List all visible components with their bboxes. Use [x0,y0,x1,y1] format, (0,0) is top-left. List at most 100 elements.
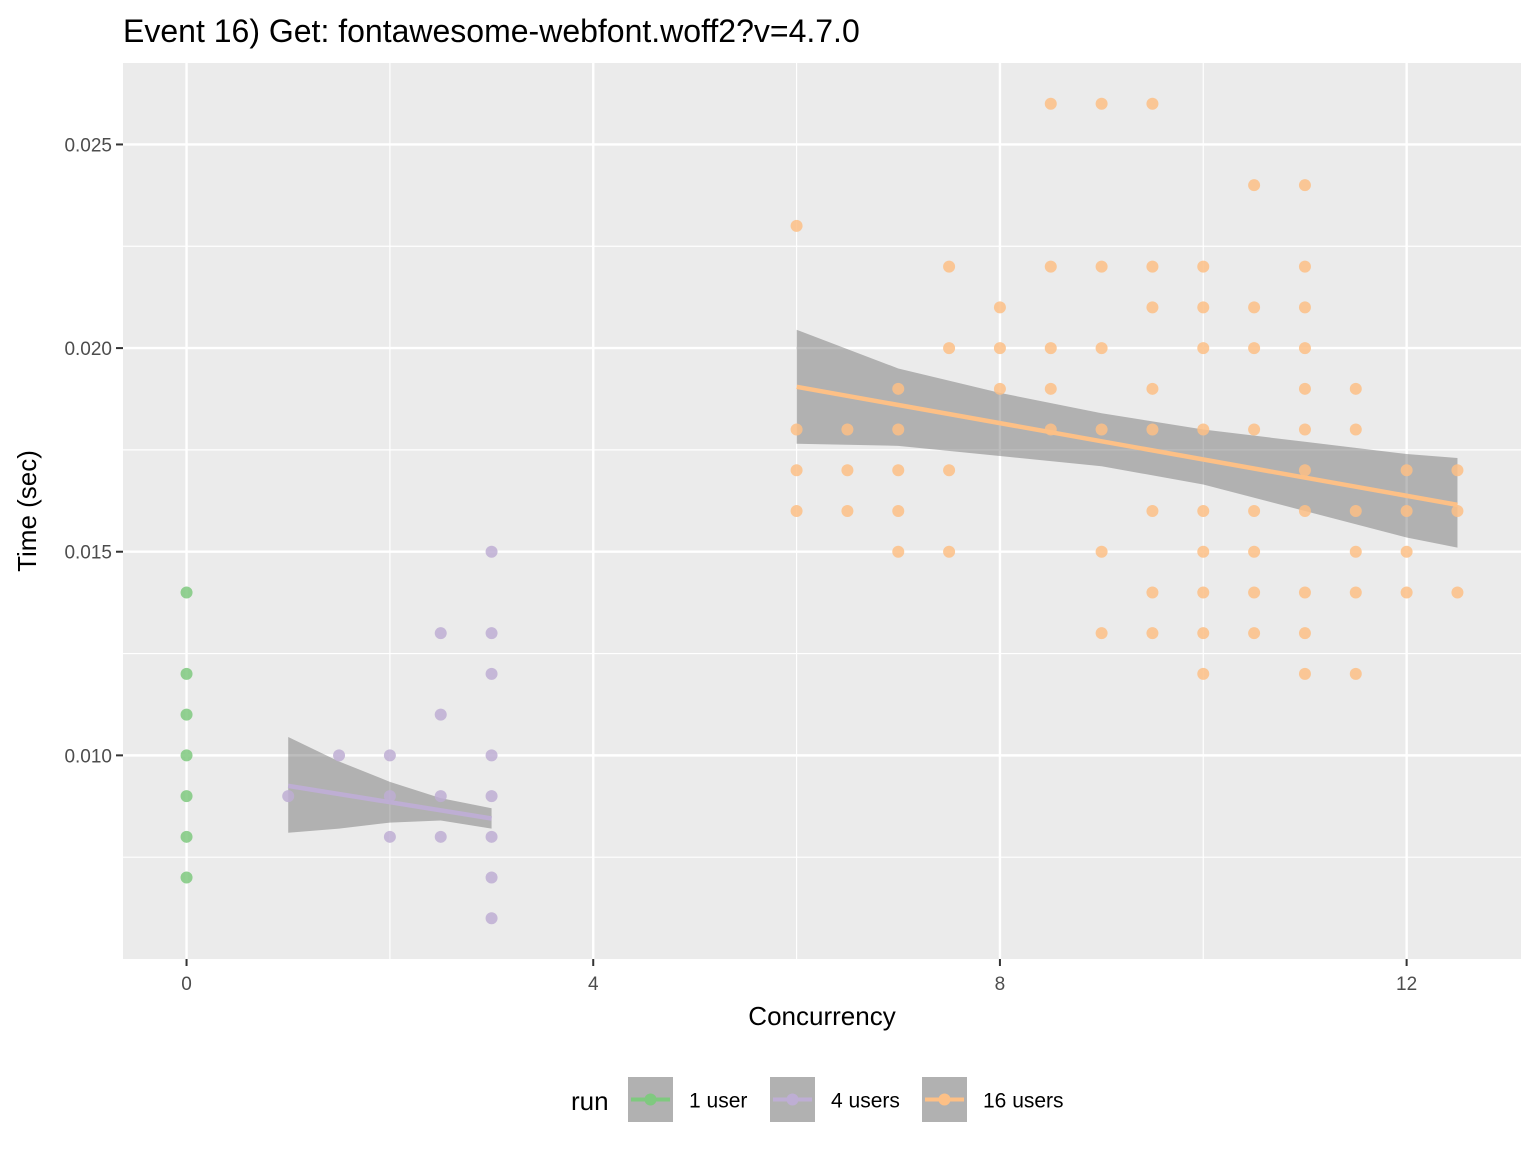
data-point [1095,97,1108,110]
data-point [1146,382,1159,395]
data-point [485,790,498,803]
data-point [485,830,498,843]
legend-label: 4 users [831,1090,900,1113]
data-point [892,545,905,558]
data-point [1298,464,1311,477]
data-point [790,505,803,517]
data-point [1197,586,1210,599]
data-point [1197,627,1210,640]
data-point [1349,586,1362,599]
data-point [1400,464,1413,477]
data-point [485,912,498,925]
data-point [1400,505,1413,517]
legend-key-point [644,1093,657,1106]
data-point [1197,505,1210,517]
data-point [1095,545,1108,558]
data-point [180,667,193,680]
data-point [1298,342,1311,355]
data-point [434,708,447,721]
data-point [1146,260,1159,273]
data-point [993,382,1006,395]
data-point [180,790,193,803]
data-point [1146,97,1159,110]
data-point [1248,423,1261,436]
data-point [1248,545,1261,558]
data-point [892,423,905,436]
plot-panel [123,63,1521,959]
fit-line [796,384,1458,508]
data-point [485,627,498,640]
data-point [841,505,854,517]
data-point [180,586,193,599]
data-point [993,301,1006,314]
data-point [1298,505,1311,517]
data-point [1146,423,1159,436]
legend-key-point [786,1093,799,1106]
data-point [1248,301,1261,314]
y-tick-label: 0.020 [64,339,112,360]
data-point [434,830,447,843]
data-point [1095,423,1108,436]
data-point [333,749,346,762]
data-point [1248,342,1261,355]
fit-line [287,783,492,821]
legend-label: 1 user [689,1090,747,1113]
data-point [1400,586,1413,599]
data-point [1146,627,1159,640]
data-point [1349,505,1362,517]
data-point [1298,301,1311,314]
data-point [485,749,498,762]
x-axis-title: Concurrency [748,1001,895,1031]
data-point [282,790,295,803]
data-point [485,545,498,558]
data-points [180,97,1464,925]
data-point [1248,505,1261,517]
data-point [943,545,956,558]
data-point [1197,342,1210,355]
data-point [943,260,956,273]
data-point [1044,382,1057,395]
data-point [943,342,956,355]
y-tick-label: 0.025 [64,135,112,156]
data-point [1197,545,1210,558]
data-point [383,830,396,843]
data-point [1349,382,1362,395]
data-point [1248,627,1261,640]
data-point [1298,179,1311,192]
data-point [1298,382,1311,395]
data-point [1197,301,1210,314]
legend-title: run [571,1086,609,1116]
data-point [434,627,447,640]
data-point [790,423,803,436]
data-point [180,871,193,884]
data-point [485,871,498,884]
data-point [180,830,193,843]
legend-key-point [938,1093,951,1106]
data-point [1298,423,1311,436]
y-axis-title: Time (sec) [12,450,42,572]
x-tick-label: 8 [995,974,1006,995]
data-point [180,749,193,762]
axes: 0 4 8 12 0.010 0.015 0.020 0.025 [64,135,1417,995]
data-point [943,464,956,477]
x-tick-label: 4 [588,974,599,995]
legend-label: 16 users [983,1090,1064,1113]
data-point [993,342,1006,355]
data-point [1248,179,1261,192]
data-point [1298,627,1311,640]
data-point [1146,586,1159,599]
data-point [892,505,905,517]
x-tick-label: 0 [181,974,192,995]
chart-title: Event 16) Get: fontawesome-webfont.woff2… [123,13,860,49]
y-tick-label: 0.015 [64,543,112,564]
data-point [1451,464,1464,477]
data-point [1248,586,1261,599]
data-point [1349,667,1362,680]
data-point [1044,97,1057,110]
data-point [1451,586,1464,599]
y-tick-label: 0.010 [64,746,112,767]
data-point [434,790,447,803]
data-point [1451,505,1464,517]
data-point [892,464,905,477]
